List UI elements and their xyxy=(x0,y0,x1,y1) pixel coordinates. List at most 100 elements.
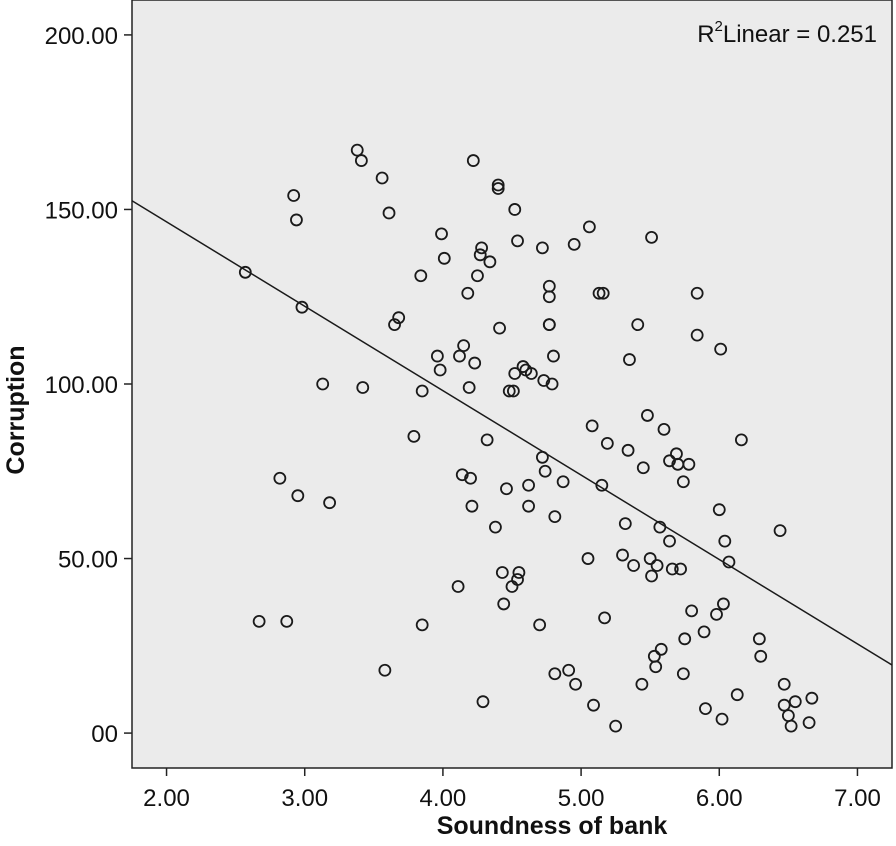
data-point xyxy=(699,702,712,716)
data-point xyxy=(754,649,768,663)
r-squared-prefix: R xyxy=(697,21,714,48)
data-point xyxy=(522,499,535,513)
data-point xyxy=(581,552,595,565)
data-point xyxy=(690,286,704,300)
data-point xyxy=(663,454,676,468)
x-tick-label: 3.00 xyxy=(281,785,328,812)
data-point xyxy=(645,569,658,583)
data-point xyxy=(665,562,679,576)
data-point xyxy=(511,234,524,248)
data-point xyxy=(712,503,726,517)
data-point xyxy=(502,384,516,398)
data-point xyxy=(465,499,479,513)
data-point xyxy=(468,356,482,370)
data-point xyxy=(585,419,599,433)
data-point xyxy=(508,203,522,216)
data-point xyxy=(674,562,687,576)
data-point xyxy=(506,384,520,398)
data-point xyxy=(407,429,421,443)
data-point xyxy=(433,363,447,377)
data-point xyxy=(722,555,736,569)
data-point xyxy=(392,311,406,325)
x-tick-label: 5.00 xyxy=(558,785,605,812)
data-point xyxy=(654,642,668,656)
data-point xyxy=(382,206,396,220)
data-point xyxy=(616,548,629,562)
data-point xyxy=(415,384,429,398)
x-axis: 2.00 3.00 4.00 5.00 6.00 7.00 xyxy=(143,768,881,812)
data-point xyxy=(562,663,576,677)
data-point xyxy=(508,367,522,380)
data-point xyxy=(643,552,657,565)
data-point xyxy=(323,496,337,510)
data-point xyxy=(480,433,494,447)
data-point xyxy=(491,182,505,195)
data-point xyxy=(752,632,766,646)
data-point xyxy=(715,712,729,726)
data-point xyxy=(682,457,696,471)
x-tick-label: 7.00 xyxy=(834,785,881,812)
data-point xyxy=(595,478,609,492)
data-point xyxy=(636,461,650,475)
y-axis: 00 50.00 100.00 150.00 200.00 xyxy=(45,23,132,748)
data-point xyxy=(805,691,819,705)
data-point xyxy=(690,328,704,342)
data-point xyxy=(252,614,266,628)
data-point xyxy=(493,321,506,335)
data-point xyxy=(627,559,640,572)
r-squared-annotation: R2Linear = 0.251 xyxy=(697,18,877,48)
r-squared-superscript: 2 xyxy=(715,18,723,35)
data-point xyxy=(649,660,663,674)
y-tick-label: 150.00 xyxy=(45,197,118,224)
data-point xyxy=(462,381,476,394)
data-point xyxy=(663,534,676,548)
data-point xyxy=(538,464,552,478)
data-point xyxy=(697,625,711,639)
data-point xyxy=(471,269,484,283)
x-tick-label: 6.00 xyxy=(696,785,743,812)
data-point xyxy=(777,698,791,712)
data-point xyxy=(547,349,560,363)
data-point xyxy=(536,450,549,464)
data-point xyxy=(596,286,610,300)
data-point xyxy=(678,632,692,646)
data-point xyxy=(476,695,490,709)
data-point xyxy=(676,475,690,489)
y-tick-label: 00 xyxy=(91,721,118,748)
data-point xyxy=(609,719,623,733)
r-squared-text: Linear = 0.251 xyxy=(723,21,877,48)
data-point xyxy=(461,286,475,300)
data-point xyxy=(483,255,497,269)
data-point xyxy=(631,318,645,332)
data-point xyxy=(784,719,798,733)
data-point xyxy=(437,251,451,265)
regression-line xyxy=(131,200,893,666)
data-point xyxy=(464,471,477,485)
data-point xyxy=(522,478,535,492)
data-point xyxy=(354,154,368,167)
data-point xyxy=(388,318,401,332)
data-point xyxy=(730,688,744,702)
data-point xyxy=(524,367,538,380)
data-point xyxy=(414,269,428,283)
data-point xyxy=(511,573,524,586)
data-point xyxy=(457,339,471,353)
y-axis-title: Corruption xyxy=(2,345,30,474)
data-point xyxy=(455,468,469,482)
data-point xyxy=(714,342,728,356)
data-point xyxy=(802,716,816,730)
data-point xyxy=(375,171,389,185)
data-point xyxy=(600,436,614,450)
data-point xyxy=(512,566,526,579)
x-tick-label: 2.00 xyxy=(143,785,190,812)
data-point xyxy=(475,241,489,255)
data-point xyxy=(451,580,465,593)
data-point xyxy=(473,248,487,262)
data-point xyxy=(516,360,530,373)
data-point xyxy=(653,520,667,534)
data-point xyxy=(280,614,294,628)
data-point xyxy=(717,597,730,611)
data-point xyxy=(542,290,556,304)
data-point xyxy=(567,237,581,251)
